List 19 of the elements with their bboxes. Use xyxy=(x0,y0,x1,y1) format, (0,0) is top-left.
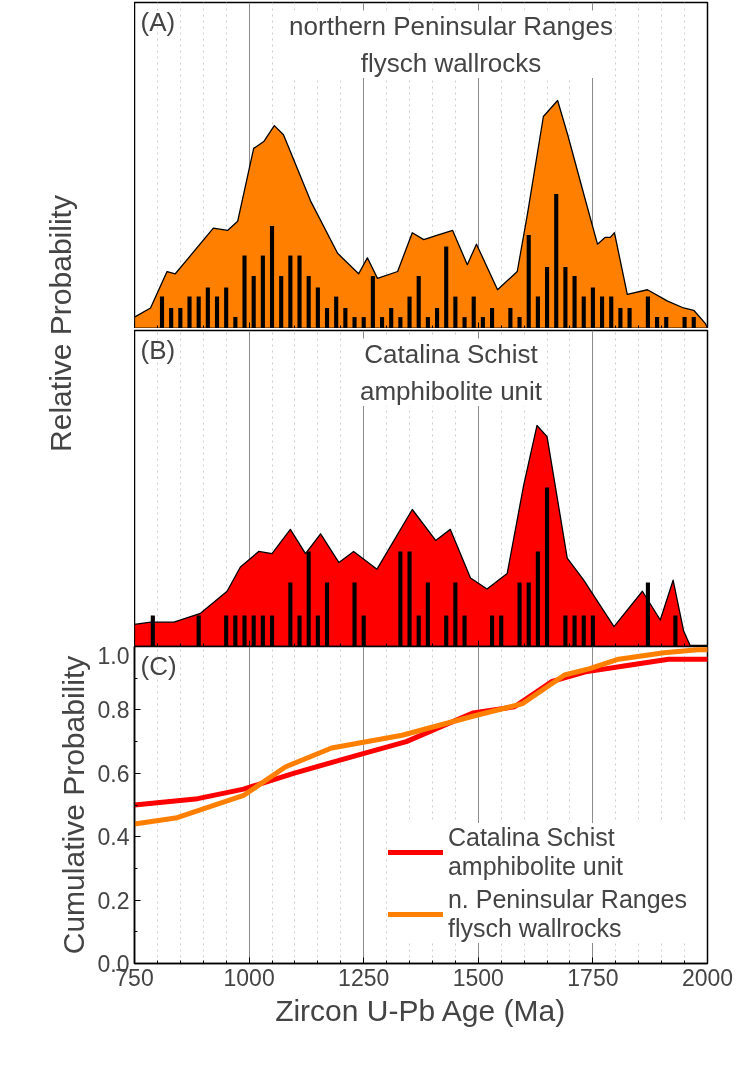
y-axis-title: Relative Probability xyxy=(44,195,77,452)
chart-title: Catalina Schist amphibolite unit xyxy=(359,338,543,406)
chart-title: northern Peninsular Ranges flysch wallrocks xyxy=(289,10,613,78)
y-tick-label: 0.6 xyxy=(97,760,130,787)
y-tick-label: 1.0 xyxy=(97,642,130,669)
x-tick-label: 1250 xyxy=(338,964,390,991)
x-tick-label: 1000 xyxy=(223,964,275,991)
x-axis-title: Zircon U-Pb Age (Ma) xyxy=(275,993,566,1027)
y-tick-label: 0.2 xyxy=(97,887,130,914)
text: (B) xyxy=(140,334,176,365)
x-tick-label: 2000 xyxy=(681,964,734,991)
y-tick-label: 0.4 xyxy=(97,824,130,851)
x-tick-label: 1750 xyxy=(567,964,619,991)
annotation: (C) xyxy=(140,650,177,681)
legend-label: n. Peninsular Ranges flysch wallrocks xyxy=(447,885,687,943)
y-axis-title: Cumulative Probability xyxy=(56,655,90,955)
text: (A) xyxy=(140,6,176,37)
x-tick-label: 1500 xyxy=(452,964,504,991)
y-tick-label: 0.8 xyxy=(97,697,130,724)
